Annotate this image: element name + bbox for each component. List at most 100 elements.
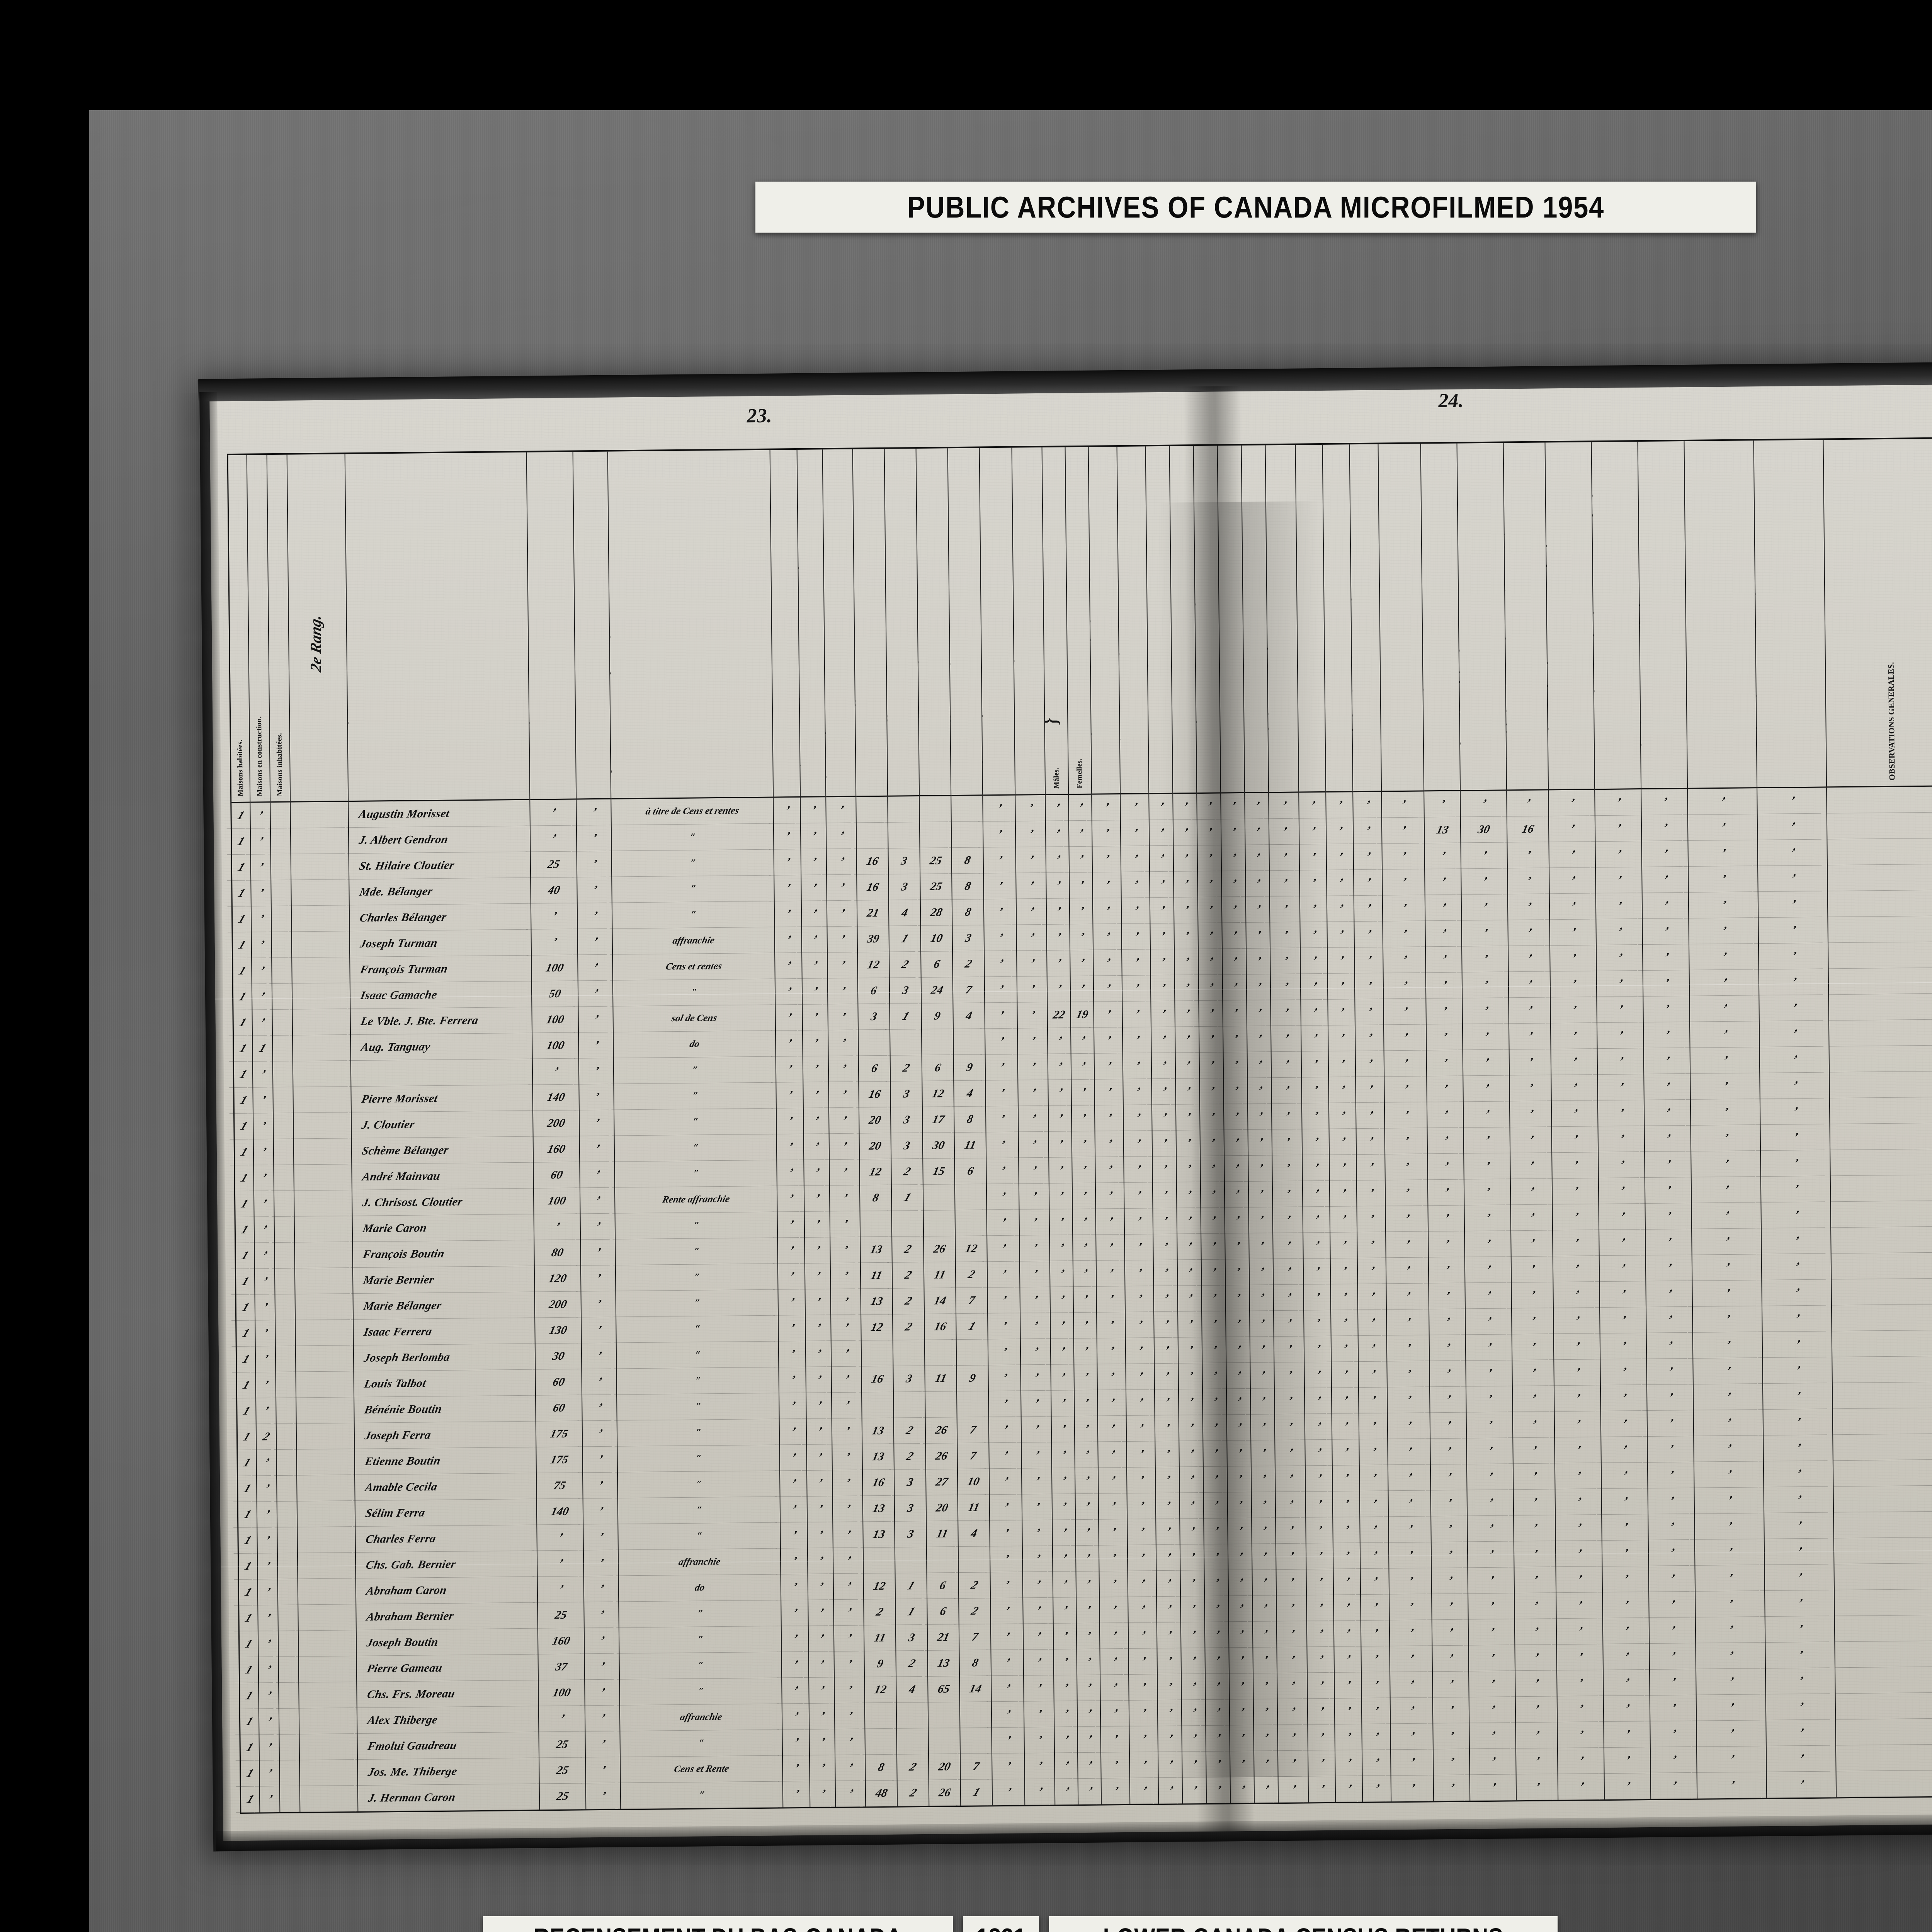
cell-nom-chef-famille: Le Vble. J. Bte. Ferrera	[348, 1007, 534, 1035]
cell-minots-patates: 37	[536, 1654, 587, 1680]
cell-observations-generales	[1832, 1382, 1932, 1409]
cell-moutons: 9	[919, 1003, 956, 1030]
cell-betes-a-corne	[859, 1340, 896, 1367]
cell-minots-patates: 25	[536, 1757, 588, 1784]
cell-noms-personnes-retour: ’	[1684, 918, 1763, 944]
column-header-moulins-scie: Nombre de moulins à scie dans chaque tel…	[1170, 446, 1197, 794]
cell-lieu-duplicata: ’	[1756, 1176, 1835, 1203]
cell-nom-chef-famille: St. Hilaire Cloutier	[347, 852, 533, 880]
cell-observations-generales	[1835, 1667, 1932, 1694]
cell-moutons	[925, 1702, 963, 1728]
cell-lieu-duplicata: ’	[1760, 1564, 1839, 1591]
cell-nom-chef-famille: Louis Talbot	[352, 1369, 537, 1398]
cell-lieu-duplicata: ’	[1762, 1771, 1841, 1798]
cell-tenure-terres: ″	[612, 1134, 779, 1162]
cell-nom-chef-famille: Isaac Gamache	[348, 981, 534, 1009]
cell-noms-personnes-retour: ’	[1687, 1280, 1767, 1307]
cell-observations-generales	[1831, 1226, 1932, 1254]
cell-noms-personnes-retour: ’	[1690, 1616, 1770, 1643]
cell-minots-patates: 120	[532, 1265, 583, 1292]
cell-moutons	[921, 1210, 958, 1236]
cell-observations-generales	[1828, 968, 1932, 995]
cell-nom-chef-famille: Schème Bélanger	[349, 1136, 536, 1165]
cell-positions-locales	[289, 931, 352, 958]
cell-moutons: 17	[920, 1107, 957, 1133]
cell-observations-generales	[1830, 1149, 1932, 1176]
cell-lieu-duplicata: ’	[1753, 839, 1832, 866]
cell-tenure-terres: ″	[614, 1315, 781, 1343]
column-header-moulins-foulons: Nombre de moulins foulons dans chaque te…	[1218, 445, 1245, 794]
cell-chevaux: 3	[891, 1469, 929, 1496]
cell-betes-a-corne	[857, 1211, 895, 1237]
cell-chevaux	[885, 822, 922, 849]
cell-minots-patates: 40	[528, 877, 580, 904]
cell-tenure-terres: ″	[613, 1264, 781, 1291]
cell-observations-generales	[1836, 1744, 1932, 1772]
cell-gages-serviteurs: 30	[1458, 816, 1510, 843]
cell-nom-chef-famille: Abraham Caron	[354, 1577, 540, 1605]
column-header-label: Maisons inhabitées.	[275, 733, 284, 796]
cell-nom-chef-famille: Joseph Ferra	[352, 1421, 538, 1449]
cell-nom-chef-famille: Charles Bélanger	[347, 903, 533, 932]
banner-french: RECENSEMENT DU BAS-CANADA	[483, 1916, 953, 1932]
column-header-minots-patates: Nombre de minots de patates.	[527, 452, 576, 800]
cell-moutons: 27	[923, 1469, 960, 1495]
column-header-fabriques-fer: Nombre de Fabriques pour le fer dans cha…	[1265, 445, 1299, 793]
column-header-moulins-carder: Nombre de moulins à carder dans chaque t…	[1242, 445, 1269, 793]
cell-tenure-terres: ″	[609, 849, 777, 877]
cell-noms-personnes-retour: ’	[1685, 995, 1764, 1022]
cell-lieu-duplicata: ’	[1755, 1124, 1835, 1151]
cell-observations-generales	[1828, 916, 1932, 943]
cell-noms-personnes-retour: ’	[1690, 1565, 1769, 1592]
cell-positions-locales	[288, 828, 351, 854]
cell-tenure-terres: ″	[617, 1652, 784, 1680]
cell-tenure-terres: affranchie	[610, 927, 777, 955]
cell-nom-chef-famille: J. Albert Gendron	[347, 826, 532, 854]
cell-lieu-duplicata: ’	[1759, 1435, 1838, 1462]
cell-noms-personnes-retour: ’	[1690, 1513, 1769, 1540]
cell-moutons	[920, 1184, 957, 1211]
cell-tenure-terres: ″	[614, 1367, 782, 1395]
cell-positions-locales	[291, 1112, 354, 1139]
cell-tenure-terres: ″	[617, 1730, 785, 1757]
cell-lieu-duplicata: ’	[1757, 1331, 1837, 1358]
cell-positions-locales	[288, 802, 351, 828]
cell-noms-personnes-retour: ’	[1692, 1746, 1771, 1773]
cell-observations-generales	[1833, 1408, 1932, 1435]
cell-lieu-duplicata: ’	[1754, 943, 1833, 970]
cell-noms-personnes-retour: ’	[1690, 1590, 1770, 1617]
cell-positions-locales	[292, 1268, 355, 1294]
cell-positions-locales	[290, 1061, 354, 1087]
column-header-colleges-academies: Nombre de Colléges, d'Académies et de Co…	[980, 447, 1015, 796]
cell-observations-generales	[1829, 1019, 1932, 1047]
cell-positions-locales	[296, 1604, 359, 1631]
cell-nom-chef-famille: J. Herman Caron	[355, 1784, 542, 1812]
cell-positions-locales	[294, 1449, 357, 1476]
cell-lieu-duplicata: ’	[1759, 1461, 1838, 1488]
cell-tenure-terres: Cens et rentes	[610, 953, 777, 981]
cell-tenure-terres: ″	[614, 1419, 782, 1447]
archive-banner-text: PUBLIC ARCHIVES OF CANADA MICROFILMED 19…	[907, 190, 1605, 224]
cell-lieu-duplicata: ’	[1758, 1357, 1837, 1384]
cell-nom-chef-famille: François Boutin	[350, 1240, 536, 1268]
cell-observations-generales	[1835, 1615, 1932, 1642]
cell-tenure-terres: ″	[615, 1471, 782, 1498]
column-header-moulins-farine: Nombre de moulins à farine dans chaque t…	[1146, 446, 1173, 794]
column-header-potasse-perlasse: Nombre de fabriques pour la potasse et p…	[1350, 444, 1381, 793]
cell-moutons: 26	[923, 1443, 960, 1469]
cell-chevaux: 3	[893, 1624, 930, 1651]
cell-positions-locales	[296, 1682, 359, 1709]
cell-minots-patates: 140	[534, 1498, 586, 1525]
cell-noms-personnes-retour: ’	[1686, 1177, 1766, 1203]
cell-observations-generales	[1828, 942, 1932, 969]
column-noms-personnes-retour: Noms des personnes qui ont fait le retou…	[1683, 440, 1772, 1799]
cell-positions-locales	[291, 1138, 354, 1165]
cell-betes-a-corne	[859, 1392, 896, 1418]
cell-noms-personnes-retour: ’	[1688, 1332, 1767, 1359]
cell-betes-a-corne	[862, 1702, 899, 1729]
column-header-minots-bled-sarrasin: Nombre de minots de bled sarrasin.	[573, 451, 611, 800]
cell-betes-a-corne: 13	[860, 1495, 897, 1522]
cell-tenure-terres: ″	[609, 875, 777, 903]
cell-lieu-duplicata: ’	[1761, 1668, 1840, 1695]
cell-tenure-terres: Rente affranchie	[612, 1186, 780, 1214]
